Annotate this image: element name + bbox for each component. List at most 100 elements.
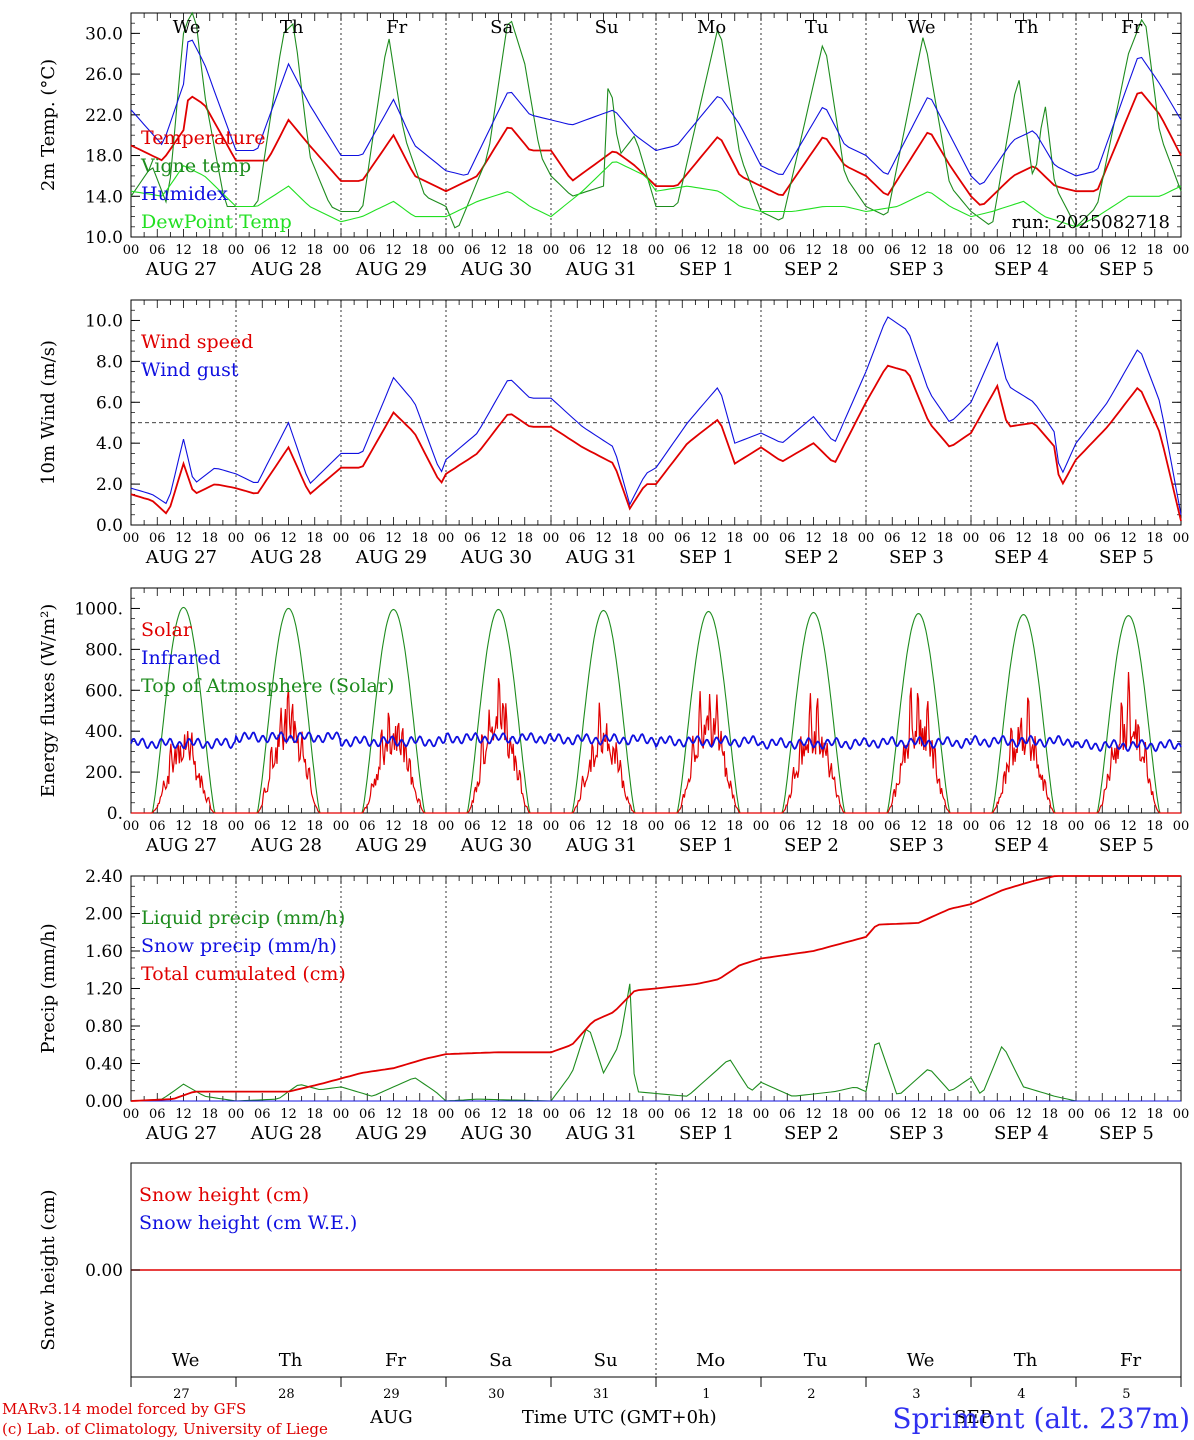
hour-tick-label: 00 bbox=[858, 819, 875, 834]
hour-tick-label: 00 bbox=[438, 243, 455, 258]
date-label: SEP 1 bbox=[679, 259, 734, 280]
panel-5: Snow height (cm) 0.00 Snow height (cm) Snow… bbox=[38, 1162, 1182, 1428]
y-tick-label: 4.0 bbox=[96, 434, 123, 454]
y-tick-label: 30.0 bbox=[85, 24, 123, 44]
hour-tick-label: 06 bbox=[569, 531, 586, 546]
hour-tick-label: 12 bbox=[805, 1107, 822, 1122]
hour-tick-label: 18 bbox=[726, 1107, 743, 1122]
hour-tick-label: 18 bbox=[411, 531, 428, 546]
date-label: AUG 28 bbox=[250, 1123, 322, 1144]
date-label: SEP 1 bbox=[679, 1123, 734, 1144]
hour-tick-label: 06 bbox=[464, 243, 481, 258]
date-label: SEP 1 bbox=[679, 547, 734, 568]
date-label: AUG 29 bbox=[355, 259, 427, 280]
hour-tick-label: 12 bbox=[700, 1107, 717, 1122]
series-line-infrared bbox=[130, 731, 1182, 753]
hour-tick-label: 12 bbox=[1015, 531, 1032, 546]
hour-tick-label: 06 bbox=[884, 531, 901, 546]
hour-tick-label: 18 bbox=[516, 1107, 533, 1122]
hour-tick-label: 00 bbox=[1068, 243, 1085, 258]
hour-tick-label: 00 bbox=[438, 1107, 455, 1122]
hour-tick-label: 06 bbox=[1094, 1107, 1111, 1122]
hour-tick-label: 00 bbox=[438, 531, 455, 546]
hour-tick-label: 06 bbox=[149, 531, 166, 546]
day-number-label: 1 bbox=[702, 1387, 710, 1402]
y-tick-label: 400. bbox=[85, 722, 123, 742]
hour-tick-label: 12 bbox=[385, 1107, 402, 1122]
y-tick-label: 1.60 bbox=[85, 942, 123, 962]
date-label: AUG 31 bbox=[565, 259, 637, 280]
weekday-label: Th bbox=[1014, 1350, 1038, 1371]
hour-tick-label: 06 bbox=[149, 1107, 166, 1122]
hour-tick-label: 12 bbox=[385, 819, 402, 834]
y-tick-label: 8.0 bbox=[96, 352, 123, 372]
series-line-solar bbox=[131, 671, 1181, 814]
hour-tick-label: 06 bbox=[674, 243, 691, 258]
y-tick-label: 2.00 bbox=[85, 905, 123, 925]
legend-snow-height-cm-: Snow height (cm) bbox=[139, 1184, 309, 1206]
weekday-label: Sa bbox=[489, 1350, 512, 1371]
hour-tick-label: 12 bbox=[175, 1107, 192, 1122]
weekday-label: We bbox=[173, 17, 201, 38]
hour-tick-label: 00 bbox=[543, 531, 560, 546]
weekday-label: Mo bbox=[696, 1350, 725, 1371]
hour-tick-label: 06 bbox=[1094, 531, 1111, 546]
y-tick-label: 0.0 bbox=[96, 516, 123, 536]
hour-tick-label: 00 bbox=[963, 531, 980, 546]
weekday-label: Fr bbox=[1121, 17, 1142, 38]
y-axis-label: 10m Wind (m/s) bbox=[38, 340, 59, 485]
hour-tick-label: 18 bbox=[831, 531, 848, 546]
hour-tick-label: 18 bbox=[726, 243, 743, 258]
hour-tick-label: 06 bbox=[359, 531, 376, 546]
y-tick-label: 1000. bbox=[74, 599, 123, 619]
weekday-label: Tu bbox=[805, 17, 829, 38]
weekday-label: Fr bbox=[1120, 1350, 1141, 1371]
hour-tick-label: 00 bbox=[963, 243, 980, 258]
date-label: AUG 29 bbox=[355, 547, 427, 568]
date-label: AUG 28 bbox=[250, 547, 322, 568]
month-label-right: SEP bbox=[954, 1407, 992, 1428]
hour-tick-label: 00 bbox=[333, 243, 350, 258]
hour-tick-label: 12 bbox=[595, 819, 612, 834]
hour-tick-label: 12 bbox=[280, 819, 297, 834]
footer-model-credit: MARv3.14 model forced by GFS bbox=[2, 1400, 246, 1418]
hour-tick-label: 06 bbox=[674, 1107, 691, 1122]
y-tick-label: 2.40 bbox=[85, 867, 123, 887]
hour-tick-label: 18 bbox=[516, 819, 533, 834]
hour-tick-label: 06 bbox=[989, 531, 1006, 546]
hour-tick-label: 12 bbox=[490, 819, 507, 834]
date-label: SEP 4 bbox=[994, 1123, 1049, 1144]
legend-dewpoint-temp: DewPoint Temp bbox=[141, 211, 292, 233]
date-label: SEP 2 bbox=[784, 259, 839, 280]
hour-tick-label: 00 bbox=[1173, 1107, 1190, 1122]
date-label: SEP 2 bbox=[784, 1123, 839, 1144]
hour-tick-label: 06 bbox=[779, 819, 796, 834]
y-tick-label: 14.0 bbox=[85, 187, 123, 207]
hour-tick-label: 18 bbox=[1146, 1107, 1163, 1122]
hour-tick-label: 06 bbox=[254, 243, 271, 258]
hour-tick-label: 00 bbox=[753, 243, 770, 258]
y-axis-label: 2m Temp. (°C) bbox=[38, 59, 59, 191]
weekday-label: Fr bbox=[386, 17, 407, 38]
hour-tick-label: 12 bbox=[1120, 1107, 1137, 1122]
series-line-humidex bbox=[130, 39, 1182, 186]
hour-tick-label: 18 bbox=[411, 243, 428, 258]
hour-tick-label: 12 bbox=[490, 1107, 507, 1122]
hour-tick-label: 18 bbox=[1146, 531, 1163, 546]
day-number-label: 28 bbox=[278, 1387, 295, 1402]
hour-tick-label: 12 bbox=[910, 531, 927, 546]
hour-tick-label: 00 bbox=[123, 819, 140, 834]
legend-liquid-precip-mm-h-: Liquid precip (mm/h) bbox=[141, 907, 345, 929]
date-label: SEP 5 bbox=[1099, 259, 1154, 280]
y-axis-label: Precip (mm/h) bbox=[38, 923, 59, 1053]
hour-tick-label: 06 bbox=[779, 243, 796, 258]
hour-tick-label: 00 bbox=[648, 1107, 665, 1122]
legend-wind-speed: Wind speed bbox=[141, 331, 253, 353]
hour-tick-label: 18 bbox=[936, 819, 953, 834]
hour-tick-label: 00 bbox=[648, 531, 665, 546]
date-label: AUG 28 bbox=[250, 835, 322, 856]
weekday-label: Mo bbox=[697, 17, 726, 38]
date-label: SEP 4 bbox=[994, 259, 1049, 280]
date-label: SEP 3 bbox=[889, 259, 944, 280]
